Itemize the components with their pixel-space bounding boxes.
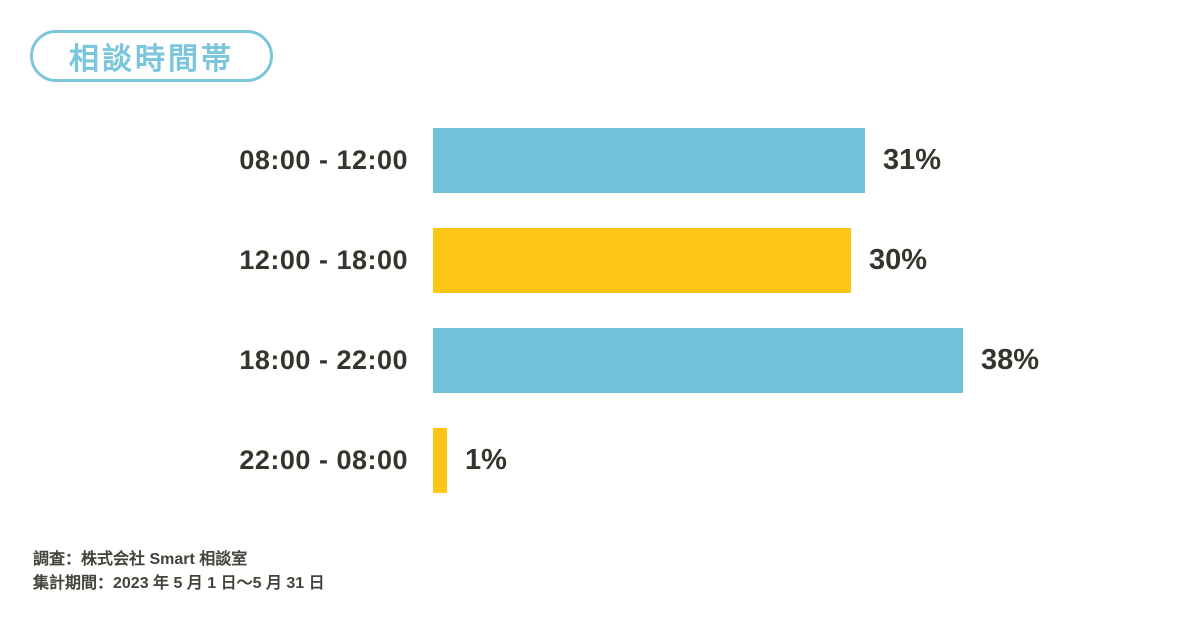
value-label: 30%: [869, 243, 928, 276]
category-label: 22:00 - 08:00: [239, 444, 408, 475]
value-label: 38%: [981, 343, 1040, 376]
bar-morning: [433, 127, 865, 193]
bar-track: 31%: [433, 127, 942, 193]
bar-night: [433, 427, 447, 493]
source-note: 調査：株式会社 Smart 相談室 集計期間：2023 年 5 月 1 日〜5 …: [33, 548, 325, 596]
survey-period-line: 集計期間：2023 年 5 月 1 日〜5 月 31 日: [33, 575, 325, 592]
bar-afternoon: [433, 227, 851, 293]
category-label: 08:00 - 12:00: [239, 144, 408, 175]
bar-chart: 08:00 - 12:00 31% 12:00 - 18:00 30% 18:0…: [0, 110, 1200, 510]
chart-row-night: 22:00 - 08:00 1%: [0, 410, 1200, 510]
bar-evening: [433, 327, 963, 393]
category-label: 18:00 - 22:00: [239, 344, 408, 375]
bar-track: 30%: [433, 227, 928, 293]
category-label: 12:00 - 18:00: [239, 244, 408, 275]
bar-track: 1%: [433, 427, 507, 493]
chart-row-morning: 08:00 - 12:00 31%: [0, 110, 1200, 210]
chart-title-pill: 相談時間帯: [30, 30, 273, 82]
chart-row-evening: 18:00 - 22:00 38%: [0, 310, 1200, 410]
survey-source-line: 調査：株式会社 Smart 相談室: [33, 551, 248, 568]
chart-title: 相談時間帯: [69, 43, 234, 76]
chart-row-afternoon: 12:00 - 18:00 30%: [0, 210, 1200, 310]
value-label: 31%: [883, 143, 942, 176]
bar-track: 38%: [433, 327, 1040, 393]
value-label: 1%: [465, 443, 507, 476]
